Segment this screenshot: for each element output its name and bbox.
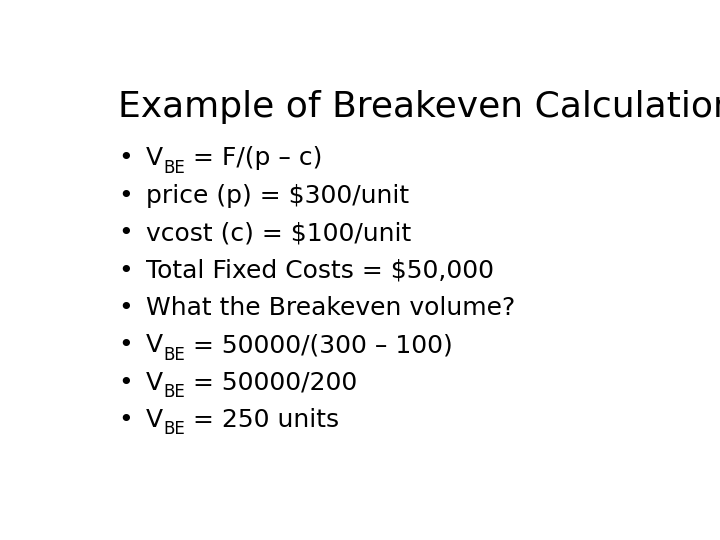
Text: BE: BE <box>163 346 184 363</box>
Text: •: • <box>118 408 132 433</box>
Text: = F/(p – c): = F/(p – c) <box>184 146 322 170</box>
Text: price (p) = $300/unit: price (p) = $300/unit <box>145 184 409 208</box>
Text: V: V <box>145 334 163 357</box>
Text: •: • <box>118 371 132 395</box>
Text: BE: BE <box>163 383 184 401</box>
Text: •: • <box>118 296 132 320</box>
Text: V: V <box>145 146 163 170</box>
Text: V: V <box>145 371 163 395</box>
Text: •: • <box>118 334 132 357</box>
Text: BE: BE <box>163 159 184 177</box>
Text: What the Breakeven volume?: What the Breakeven volume? <box>145 296 515 320</box>
Text: •: • <box>118 221 132 245</box>
Text: Total Fixed Costs = $50,000: Total Fixed Costs = $50,000 <box>145 259 494 282</box>
Text: = 250 units: = 250 units <box>184 408 339 433</box>
Text: vcost (c) = $100/unit: vcost (c) = $100/unit <box>145 221 411 245</box>
Text: •: • <box>118 184 132 208</box>
Text: = 50000/(300 – 100): = 50000/(300 – 100) <box>184 334 452 357</box>
Text: BE: BE <box>163 421 184 438</box>
Text: Example of Breakeven Calculations: Example of Breakeven Calculations <box>118 90 720 124</box>
Text: = 50000/200: = 50000/200 <box>184 371 357 395</box>
Text: •: • <box>118 259 132 282</box>
Text: •: • <box>118 146 132 170</box>
Text: V: V <box>145 408 163 433</box>
